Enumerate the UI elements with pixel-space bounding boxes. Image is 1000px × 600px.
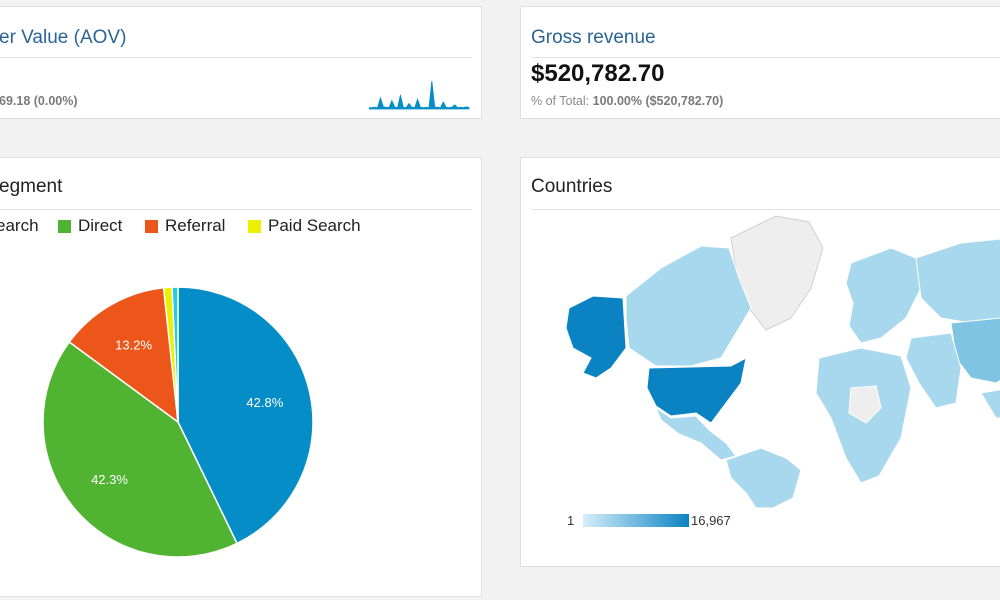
legend-label-search: earch [0,216,39,235]
legend-swatch-direct [58,219,71,233]
countries-card: Countries 1 16,967 [520,157,1000,567]
pie-slice-referral[interactable] [68,286,179,424]
pie-label-organic-search: 42.8% [246,395,283,410]
map-usa[interactable] [646,357,747,424]
aov-subtitle-value: 69.18 (0.00%) [0,94,78,108]
pie-slice-other[interactable] [171,286,179,423]
countries-title: Countries [531,176,613,197]
map-russia[interactable] [915,238,1000,324]
map-alaska[interactable] [565,295,627,379]
gross-revenue-share-value: 100.00% ($520,782.70) [592,94,724,108]
legend-item-direct[interactable]: Direct [58,216,122,236]
map-south-america[interactable] [725,447,802,508]
aov-subtitle: 69.18 (0.00%) [0,94,78,108]
map-color-scale [583,514,689,527]
aov-divider [0,57,472,58]
map-scale-max: 16,967 [691,513,731,528]
aov-card: er Value (AOV) 69.18 (0.00%) [0,6,482,119]
world-map[interactable] [561,208,1000,508]
aov-sparkline[interactable] [369,81,473,113]
pie-slice-direct[interactable] [42,340,239,558]
map-canada[interactable] [625,245,752,367]
map-south-asia[interactable] [905,332,962,409]
pie-label-referral: 13.2% [115,338,152,353]
gross-revenue-title[interactable]: Gross revenue [531,27,656,48]
legend-label-referral: Referral [165,216,226,235]
legend-item-referral[interactable]: Referral [145,216,225,236]
legend-item-paid-search[interactable]: Paid Search [248,216,361,236]
gross-revenue-divider [531,57,1000,58]
map-southeast-asia[interactable] [980,388,1000,419]
legend-label-direct: Direct [78,216,123,235]
legend-swatch-paid-search [248,219,261,233]
map-central-africa-nodata[interactable] [848,385,882,424]
segment-pie-chart[interactable]: 42.8% 42.3% 13.2% [28,272,328,572]
countries-divider [531,209,1000,210]
legend-label-paid-search: Paid Search [268,216,361,235]
pie-slice-organic-search[interactable] [177,286,314,545]
gross-revenue-share: % of Total: 100.00% ($520,782.70) [531,94,723,108]
gross-revenue-value: $520,782.70 [531,60,665,87]
pie-label-direct: 42.3% [91,472,128,487]
map-mexico[interactable] [654,406,737,461]
map-europe[interactable] [845,247,922,344]
aov-sparkline-area [369,81,470,110]
aov-title[interactable]: er Value (AOV) [0,27,127,48]
gross-revenue-card: Gross revenue $520,782.70 % of Total: 10… [520,6,1000,119]
segment-title: egment [0,176,63,197]
gross-revenue-share-label: % of Total: [531,94,590,108]
legend-item-search[interactable]: earch [0,216,39,236]
segment-divider [0,209,472,210]
legend-swatch-referral [145,219,158,233]
map-scale-min: 1 [567,513,575,528]
